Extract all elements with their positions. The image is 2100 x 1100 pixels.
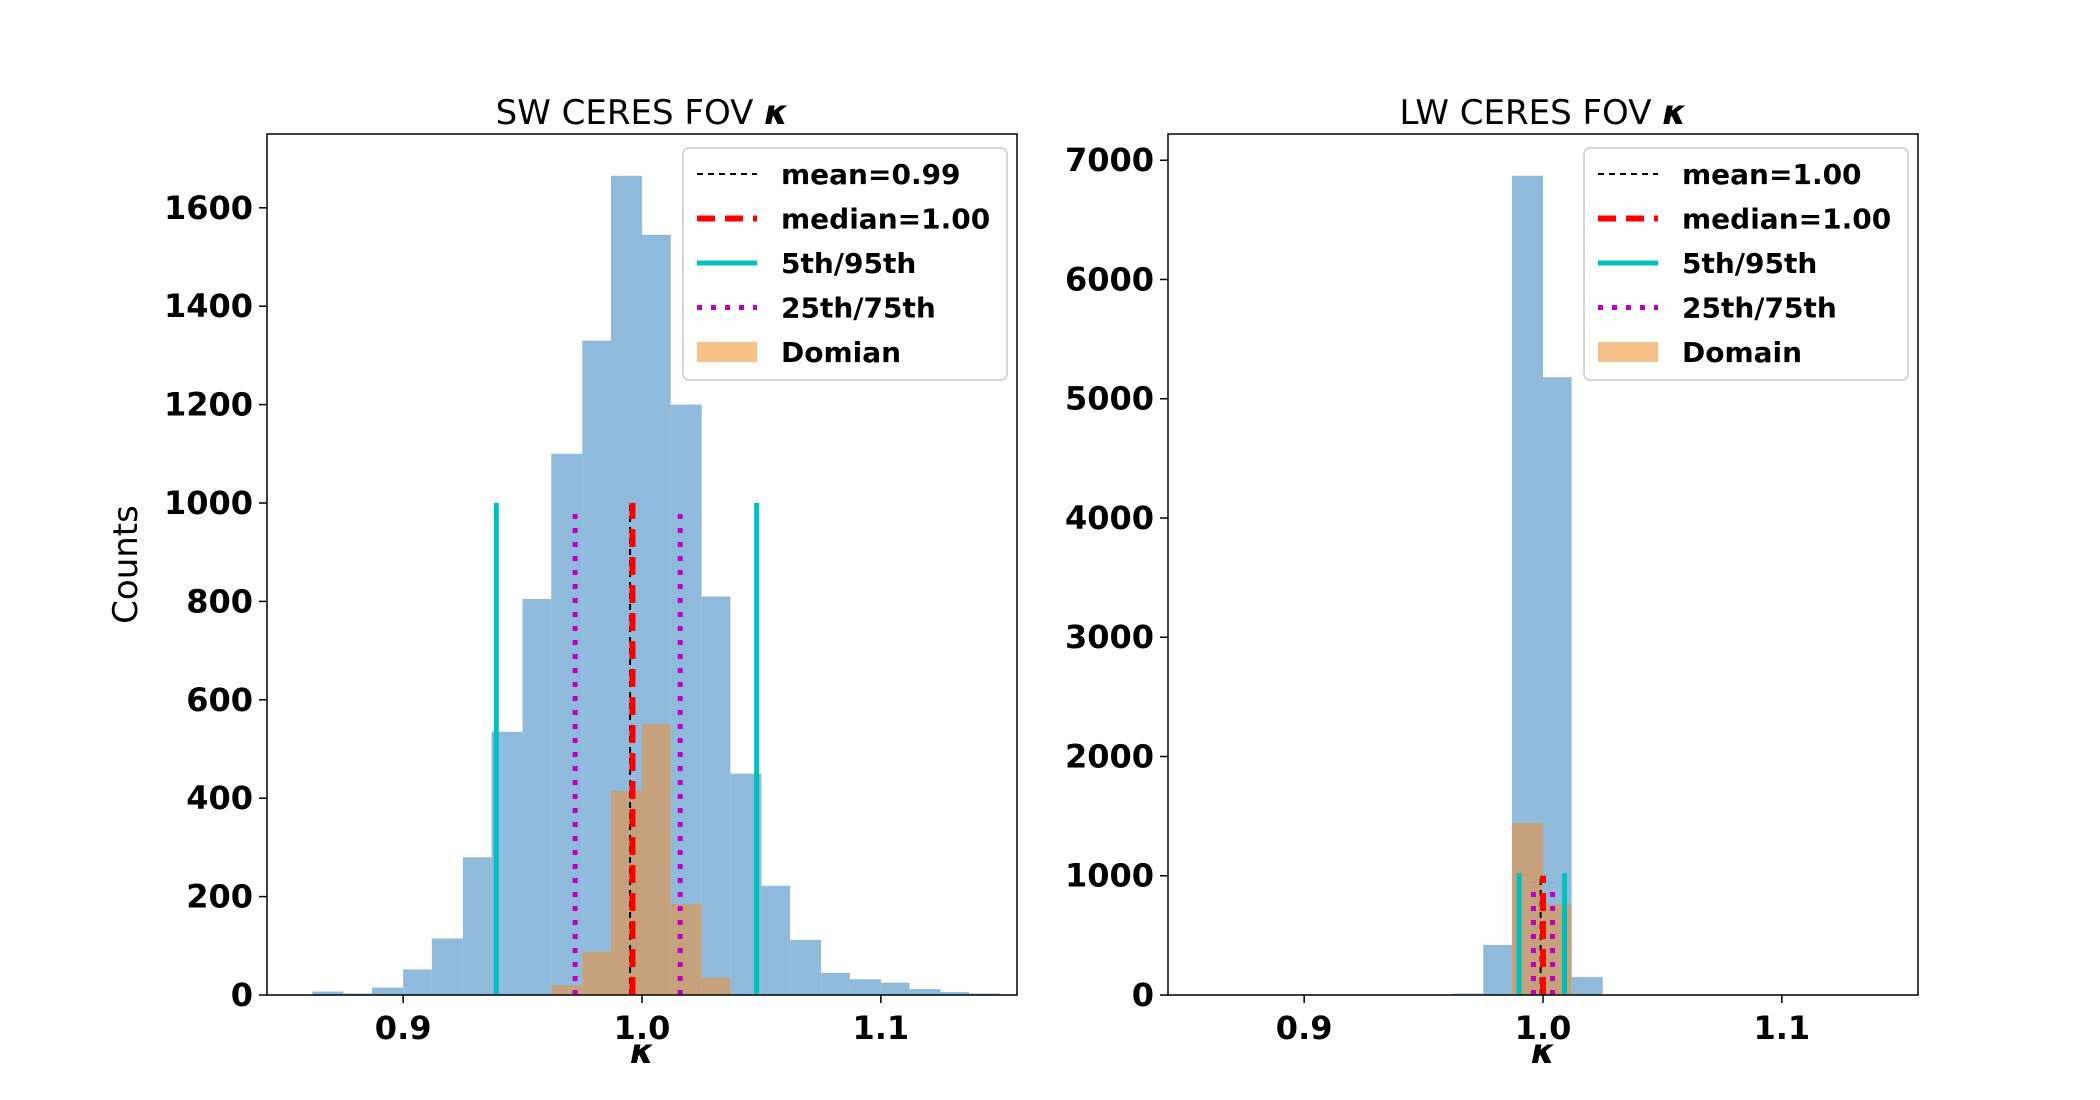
histogram-bar xyxy=(821,972,850,995)
domain-histogram-bar xyxy=(1543,904,1572,995)
y-tick-label: 4000 xyxy=(1065,499,1154,537)
y-tick-label: 6000 xyxy=(1065,260,1154,298)
y-tick-label: 1400 xyxy=(164,287,253,325)
y-axis-label: Counts xyxy=(106,505,146,624)
x-tick-label: 1.1 xyxy=(1754,1009,1811,1047)
y-tick-label: 0 xyxy=(231,976,253,1014)
sw-histogram-panel: 0.9 1.0 1.1 0 200 400 600 800 1000 1200 1400 1600 SW… xyxy=(106,93,1018,1072)
histogram-bar xyxy=(761,885,791,995)
chart-title: LW CERES FOV κ xyxy=(1400,93,1687,133)
histogram-bar xyxy=(1571,977,1603,995)
histogram-bar xyxy=(312,991,344,995)
domain-histogram-bar xyxy=(670,903,702,995)
y-tick-label: 1000 xyxy=(1065,857,1154,895)
legend-entry: mean=1.00 xyxy=(1682,158,1862,191)
y-tick-label: 800 xyxy=(186,582,253,620)
histogram-bar xyxy=(701,596,731,995)
x-tick-label: 1.0 xyxy=(1515,1009,1572,1047)
legend-entry: Domian xyxy=(781,336,901,369)
histogram-bar xyxy=(1543,377,1572,995)
x-axis-label: κ xyxy=(630,1032,654,1072)
legend-entry: median=1.00 xyxy=(781,203,990,236)
domain-histogram-bar xyxy=(1511,823,1543,995)
x-tick-label: 1.0 xyxy=(614,1009,671,1047)
x-tick-label: 0.9 xyxy=(1276,1009,1333,1047)
y-tick-label: 7000 xyxy=(1065,141,1154,179)
histogram-bar xyxy=(522,598,552,995)
y-tick-label: 1600 xyxy=(164,189,253,227)
x-tick-label: 1.1 xyxy=(853,1009,910,1047)
histogram-bar xyxy=(849,979,881,995)
domain-histogram-bar xyxy=(701,977,731,995)
y-tick-label: 0 xyxy=(1132,976,1154,1014)
histogram-bar xyxy=(1483,944,1512,995)
histogram-bar xyxy=(431,938,463,995)
domain-histogram-bar xyxy=(582,951,611,995)
legend-entry: mean=0.99 xyxy=(781,158,961,191)
legend-entry: 25th/75th xyxy=(1682,292,1837,325)
histogram-bar xyxy=(790,939,822,995)
histogram-bar xyxy=(551,453,583,995)
histogram-bar xyxy=(582,340,611,995)
histogram-bar xyxy=(372,987,404,995)
x-tick-label: 0.9 xyxy=(375,1009,432,1047)
legend-entry: median=1.00 xyxy=(1682,203,1891,236)
histogram-bar xyxy=(880,982,910,995)
histogram-bar xyxy=(462,857,492,995)
legend-entry: 25th/75th xyxy=(781,292,936,325)
histogram-bar xyxy=(909,989,941,995)
legend-entry: 5th/95th xyxy=(1682,247,1817,280)
x-axis-label: κ xyxy=(1531,1032,1555,1072)
legend-box xyxy=(1583,147,1909,381)
histogram-bar xyxy=(670,404,702,996)
histogram-bar xyxy=(403,969,432,995)
y-tick-label: 400 xyxy=(186,779,253,817)
y-tick-label: 200 xyxy=(186,878,253,916)
y-tick-label: 1200 xyxy=(164,386,253,424)
lw-histogram-panel: 0.9 1.0 1.1 0 1000 2000 3000 4000 5000 6000 7000 LW… xyxy=(1065,93,1919,1072)
y-tick-label: 3000 xyxy=(1065,618,1154,656)
y-tick-label: 600 xyxy=(186,681,253,719)
domain-histogram-bar xyxy=(642,724,671,995)
domain-histogram-bar xyxy=(551,985,583,995)
legend-entry: 5th/95th xyxy=(781,247,916,280)
legend-swatch-patch xyxy=(697,342,757,362)
chart-title: SW CERES FOV κ xyxy=(496,93,789,133)
legend-box xyxy=(682,147,1008,381)
legend: mean=0.99 median=1.00 5th/95th 25th/75th Dom… xyxy=(682,147,1008,381)
legend: mean=1.00 median=1.00 5th/95th 25th/75th Dom… xyxy=(1583,147,1909,381)
histogram-bar xyxy=(940,992,970,995)
legend-swatch-patch xyxy=(1598,342,1658,362)
y-tick-label: 2000 xyxy=(1065,737,1154,775)
domain-histogram-bar xyxy=(610,790,642,995)
y-tick-label: 5000 xyxy=(1065,380,1154,418)
y-tick-label: 1000 xyxy=(164,484,253,522)
legend-entry: Domain xyxy=(1682,336,1802,369)
